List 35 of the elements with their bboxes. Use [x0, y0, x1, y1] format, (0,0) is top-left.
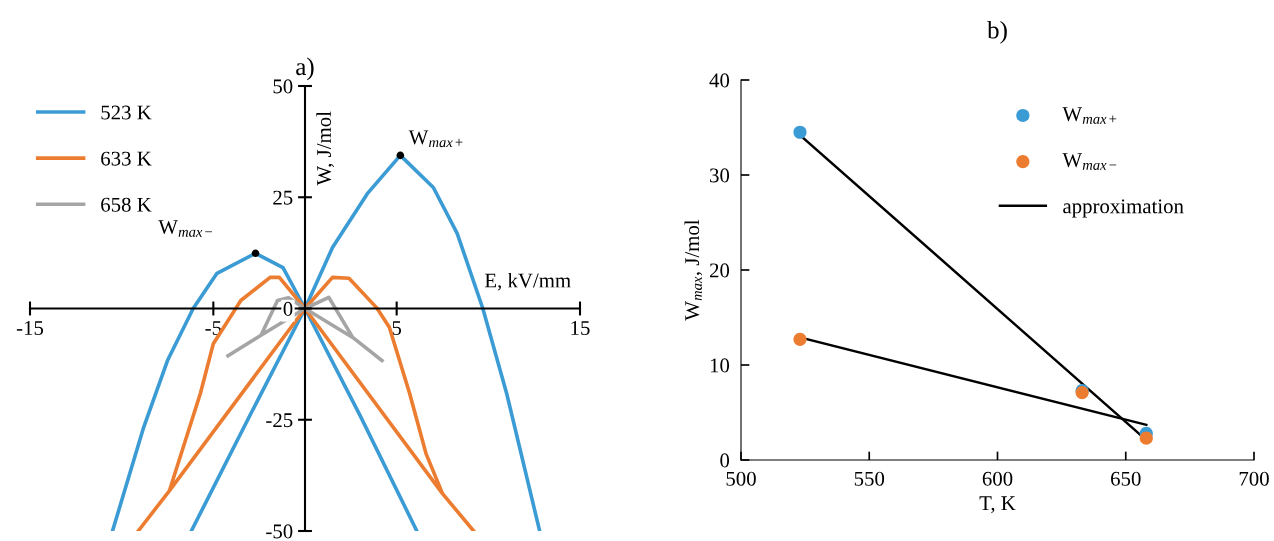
y-tick-label: -25 — [266, 413, 293, 428]
point — [1139, 431, 1153, 445]
legend-label: approximation — [1063, 199, 1184, 218]
legend-label: W$_{max−}$ — [1062, 153, 1117, 170]
x-tick-label: -15 — [16, 321, 44, 336]
x-tick-label: 700 — [1239, 471, 1269, 486]
legend-label: 633 K — [101, 151, 152, 166]
x-tick-label: 600 — [982, 471, 1013, 486]
chart-title: b) — [987, 20, 1007, 44]
y-axis-title: W, J/mol — [316, 111, 335, 186]
legend-label: W$_{max+}$ — [1062, 107, 1117, 124]
y-tick-label: 10 — [710, 358, 730, 373]
y-tick-label: 0 — [283, 301, 293, 316]
legend-label: 523 K — [101, 105, 152, 120]
x-tick-label: 650 — [1111, 471, 1141, 486]
y-tick-label: 0 — [720, 453, 730, 468]
annotation: W$_{max−}$ — [158, 220, 213, 237]
y-tick-label: 40 — [709, 73, 730, 88]
chart-title: a) — [296, 57, 314, 81]
y-tick-label: 30 — [710, 168, 730, 183]
point — [793, 125, 807, 139]
x-axis-title: E, kV/mm — [484, 272, 571, 291]
y-tick-label: 25 — [273, 190, 293, 205]
y-axis-title: W$_{max}$, J/mol — [684, 219, 703, 321]
y-tick-label: 20 — [709, 263, 730, 278]
y-tick-label: 50 — [273, 79, 293, 94]
x-tick-label: 550 — [854, 471, 885, 486]
annotation: W$_{max+}$ — [408, 130, 463, 148]
legend-label: 658 K — [101, 197, 152, 212]
x-tick-label: 500 — [726, 471, 756, 486]
x-tick-label: 5 — [392, 321, 402, 336]
x-tick-label: 15 — [571, 321, 590, 336]
y-tick-label: -50 — [266, 524, 293, 539]
point — [793, 332, 807, 346]
x-axis-title: T, K — [979, 496, 1016, 514]
